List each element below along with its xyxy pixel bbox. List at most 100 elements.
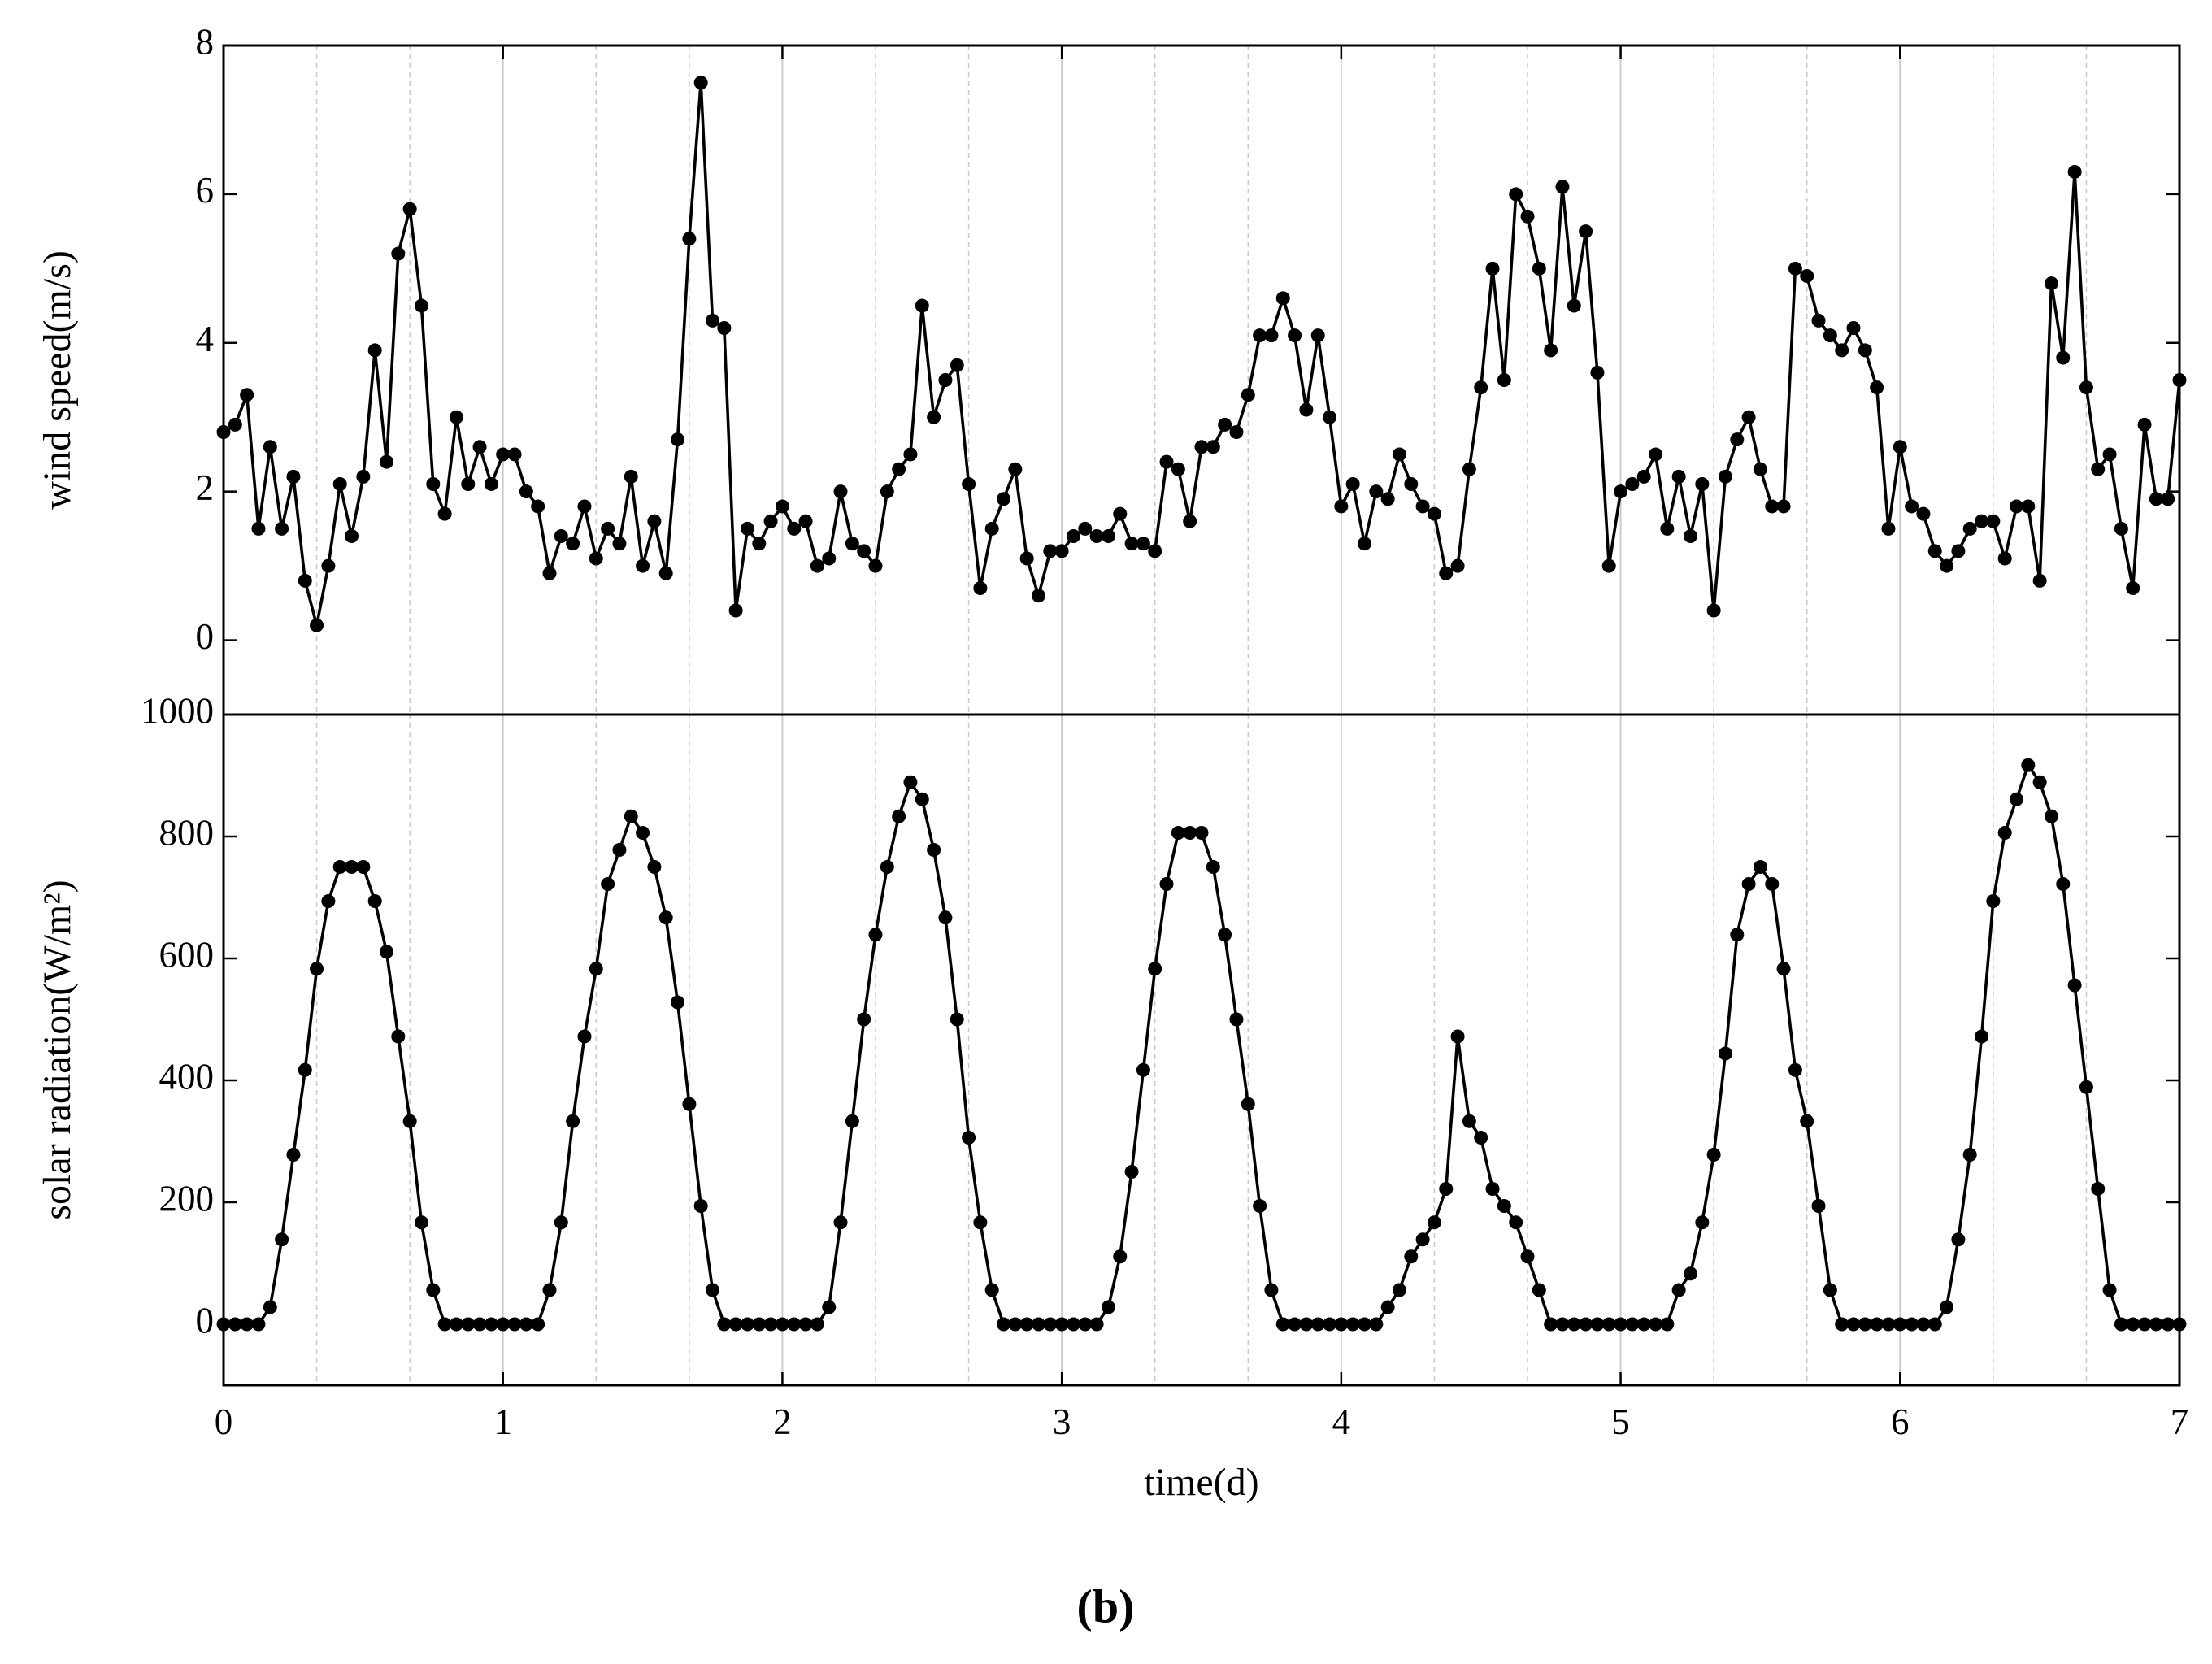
data-point	[1788, 1062, 1802, 1077]
data-point	[1555, 1317, 1570, 1332]
data-point	[414, 298, 428, 313]
data-point	[1614, 1317, 1628, 1332]
data-point	[1870, 1317, 1884, 1332]
data-point	[1636, 469, 1651, 484]
data-point	[1765, 499, 1780, 514]
y-tick-label: 0	[196, 1300, 215, 1340]
data-point	[507, 447, 522, 462]
data-point	[2091, 1182, 2106, 1196]
data-point	[2126, 1317, 2140, 1332]
data-point	[391, 246, 406, 261]
x-axis-label: time(d)	[1144, 1461, 1258, 1504]
data-point	[647, 514, 662, 528]
data-point	[228, 417, 242, 432]
data-point	[1975, 514, 1989, 528]
data-point	[1485, 261, 1500, 276]
data-point	[962, 477, 976, 492]
data-point	[612, 537, 627, 551]
data-point	[892, 809, 906, 823]
data-point	[2102, 1283, 2117, 1297]
data-point	[1148, 544, 1162, 558]
data-point	[1497, 1199, 1511, 1213]
data-point	[1078, 1317, 1093, 1332]
data-point	[810, 1317, 824, 1332]
x-tick-label: 1	[493, 1401, 512, 1442]
data-point	[903, 447, 918, 462]
plot-frame	[222, 713, 2181, 1387]
data-point	[1310, 1317, 1325, 1332]
data-point	[1509, 1215, 1523, 1230]
data-point	[857, 544, 871, 558]
data-point	[1555, 180, 1570, 194]
data-point	[1066, 1317, 1080, 1332]
data-point	[2032, 775, 2047, 789]
data-point	[798, 1317, 813, 1332]
data-point	[717, 1317, 732, 1332]
data-point	[1415, 499, 1430, 514]
data-point	[938, 373, 953, 387]
data-point	[1124, 537, 1139, 551]
data-point	[310, 618, 324, 632]
data-point	[379, 454, 393, 469]
data-point	[507, 1317, 522, 1332]
y-tick-label: 4	[196, 319, 215, 359]
data-point	[1718, 469, 1732, 484]
data-point	[833, 1215, 848, 1230]
data-point	[1753, 462, 1767, 476]
data-point	[2079, 380, 2093, 395]
data-point	[566, 537, 580, 551]
data-point	[1718, 1046, 1732, 1061]
y-tick-label: 800	[159, 812, 215, 853]
data-point	[1684, 529, 1697, 544]
data-point	[822, 551, 837, 566]
y-tick-label: 1000	[141, 690, 214, 731]
data-point	[2114, 521, 2128, 536]
data-point	[1706, 603, 1721, 618]
data-point	[1299, 1317, 1314, 1332]
data-point	[2056, 877, 2071, 891]
data-point	[1858, 343, 1872, 358]
data-point	[1765, 877, 1780, 891]
data-point	[1927, 544, 1942, 558]
data-point	[484, 477, 498, 492]
data-point	[379, 945, 393, 959]
data-point	[1171, 826, 1185, 840]
data-point	[589, 551, 603, 566]
data-point	[1695, 1215, 1710, 1230]
data-point	[1975, 1029, 1989, 1044]
data-point	[984, 1283, 999, 1297]
data-point	[1788, 261, 1802, 276]
data-point	[531, 1317, 545, 1332]
data-point	[1345, 1317, 1360, 1332]
data-point	[1660, 521, 1675, 536]
data-point	[1927, 1317, 1942, 1332]
data-point	[2079, 1080, 2093, 1094]
data-point	[1520, 209, 1535, 224]
data-point	[1951, 544, 1966, 558]
data-point	[1730, 432, 1745, 447]
x-tick-label: 4	[1332, 1401, 1351, 1442]
data-point	[740, 1317, 754, 1332]
data-point	[1660, 1317, 1675, 1332]
data-point	[997, 1317, 1011, 1332]
data-point	[321, 894, 336, 908]
data-point	[1369, 484, 1384, 499]
data-point	[1078, 521, 1093, 536]
data-point	[810, 558, 824, 573]
data-point	[1253, 1199, 1267, 1213]
data-point	[717, 320, 732, 335]
data-point	[624, 809, 638, 823]
data-point	[706, 1283, 719, 1297]
data-point	[2149, 1317, 2163, 1332]
y-axis-label: solar radiation(W/m²)	[36, 880, 79, 1219]
data-point	[1019, 1317, 1034, 1332]
data-point	[798, 514, 813, 528]
data-point	[915, 298, 929, 313]
data-point	[822, 1300, 837, 1314]
y-tick-label: 600	[159, 934, 215, 975]
data-point	[601, 877, 615, 891]
data-point	[472, 440, 487, 454]
data-point	[1439, 566, 1454, 580]
data-point	[1544, 1317, 1558, 1332]
data-point	[1323, 1317, 1337, 1332]
